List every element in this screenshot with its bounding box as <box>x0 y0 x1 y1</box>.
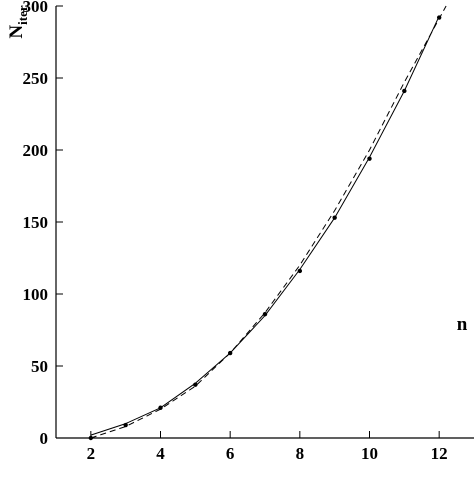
x-tick-label: 8 <box>296 444 305 463</box>
y-tick-label: 200 <box>23 141 49 160</box>
y-axis-label: Niter <box>6 5 30 38</box>
x-tick-label: 12 <box>431 444 448 463</box>
ticks: 2 4 6 8 10 12 0 50 100 150 200 250 300 <box>23 0 448 463</box>
x-axis-label: n <box>457 314 468 335</box>
x-tick-label: 2 <box>87 444 96 463</box>
y-tick-label: 0 <box>40 429 49 448</box>
series <box>88 5 447 441</box>
y-tick-label: 150 <box>23 213 49 232</box>
series-line-solid <box>90 15 440 436</box>
plot-frame <box>55 6 474 439</box>
x-tick-label: 4 <box>156 444 165 463</box>
svg-text:Niter: Niter <box>6 5 30 38</box>
data-point <box>262 311 268 317</box>
x-tick-label: 10 <box>361 444 378 463</box>
y-tick-label: 100 <box>23 285 49 304</box>
y-tick-label: 300 <box>23 0 49 16</box>
y-axis-label-sub: iter <box>15 5 30 25</box>
y-tick-label: 250 <box>23 69 49 88</box>
series-line-dashed <box>90 5 447 439</box>
y-axis-label-main: N <box>6 25 27 39</box>
data-point <box>297 268 303 274</box>
y-tick-label: 50 <box>31 357 48 376</box>
x-tick-label: 6 <box>226 444 235 463</box>
